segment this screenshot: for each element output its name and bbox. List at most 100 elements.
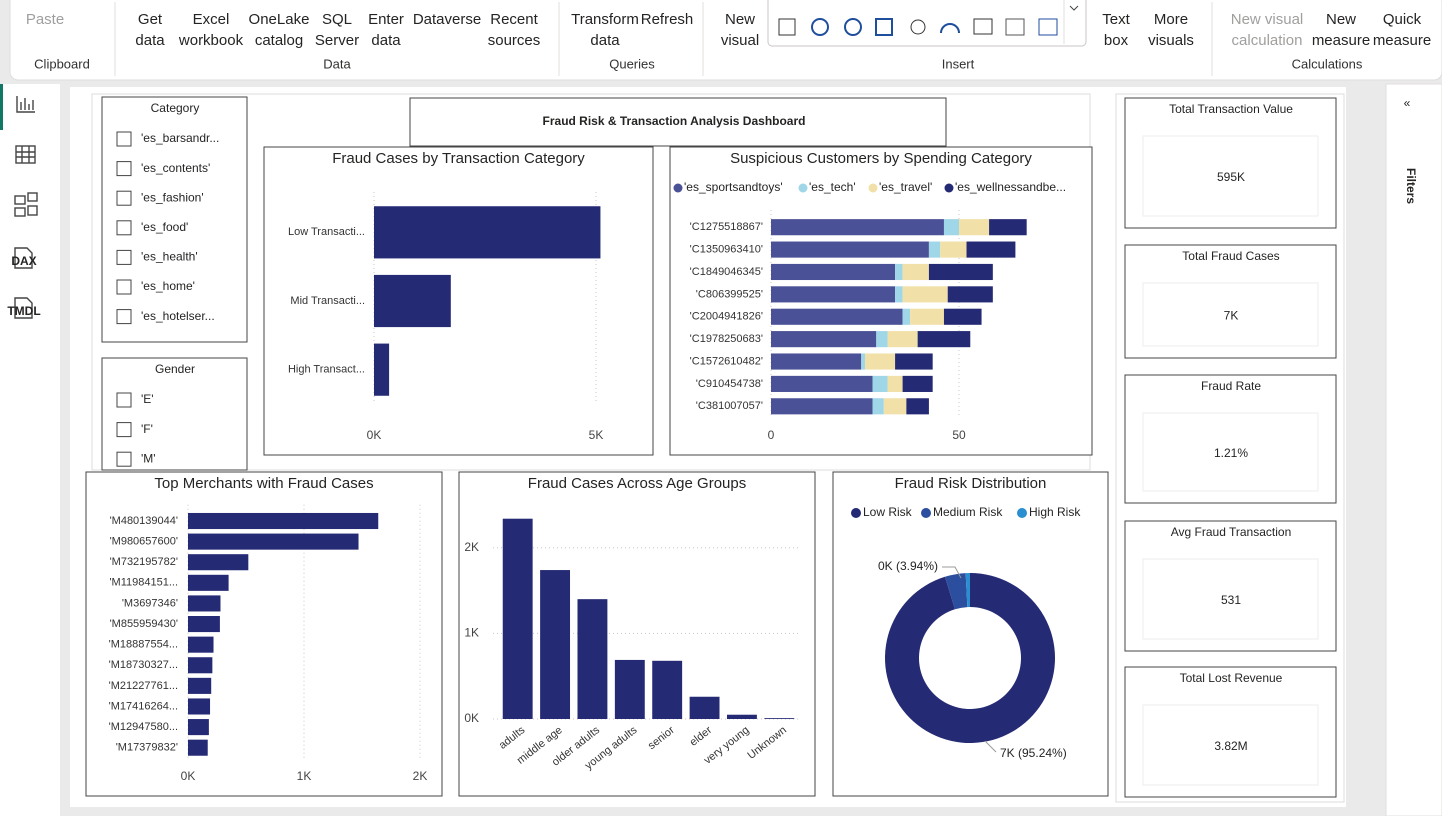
bar — [374, 274, 451, 328]
tick-label: 0K — [367, 428, 382, 442]
ribbon-button-label[interactable]: box — [1104, 32, 1129, 49]
kpi-inner — [1142, 704, 1319, 786]
ribbon-button-label[interactable]: Dataverse — [413, 11, 481, 28]
slicer-item[interactable]: 'es_barsandr... — [141, 131, 219, 145]
ribbon-button-label[interactable]: visuals — [1148, 32, 1194, 49]
slicer-item[interactable]: 'E' — [141, 392, 154, 406]
bar — [902, 308, 911, 325]
legend-marker — [868, 183, 878, 193]
bar — [917, 331, 971, 348]
slicer-item[interactable]: 'es_health' — [141, 250, 198, 264]
category-label: 'M732195782' — [110, 556, 178, 568]
ribbon-button-label[interactable]: workbook — [178, 32, 244, 49]
checkbox[interactable] — [116, 190, 132, 206]
slicer — [101, 357, 248, 471]
bar — [188, 574, 229, 591]
ribbon-button-label[interactable]: data — [371, 32, 401, 49]
category-label: 'C1572610482' — [690, 355, 763, 367]
ribbon-button-label[interactable]: New — [725, 11, 755, 28]
bar — [895, 353, 933, 370]
category-label: 'C1978250683' — [690, 333, 763, 345]
ribbon-button-label[interactable]: sources — [488, 32, 541, 49]
tick-label: 1K — [464, 626, 479, 640]
bar — [188, 739, 208, 756]
checkbox[interactable] — [116, 220, 132, 236]
category-label: 'C1350963410' — [690, 243, 763, 255]
bar — [895, 263, 903, 281]
ribbon-button-label[interactable]: Refresh — [641, 11, 694, 28]
kpi-value: 1.21% — [1214, 446, 1248, 460]
ribbon-separators — [114, 2, 1213, 76]
ribbon-button-label[interactable]: Transform — [571, 11, 639, 28]
ribbon-button-label[interactable]: Recent — [490, 11, 538, 28]
ribbon-button-label[interactable]: data — [135, 32, 165, 49]
legend-label: 'es_tech' — [809, 180, 856, 194]
slicer-item[interactable]: 'es_home' — [141, 279, 195, 293]
checkbox[interactable] — [116, 422, 132, 438]
slicer-item[interactable]: 'es_contents' — [141, 161, 210, 175]
ribbon-button-label[interactable]: Server — [315, 32, 359, 49]
bar — [771, 308, 903, 325]
active-view-indicator — [0, 84, 3, 130]
checkbox[interactable] — [116, 451, 132, 467]
slicer-item[interactable]: 'es_hotelser... — [141, 309, 215, 323]
bar — [726, 714, 757, 719]
tick-label: 2K — [464, 540, 479, 554]
category-label: 'M21227761... — [109, 680, 178, 692]
checkbox[interactable] — [116, 309, 132, 325]
slicer-item[interactable]: 'es_fashion' — [141, 190, 204, 204]
panel-frame — [1115, 93, 1345, 803]
tick-label: 5K — [589, 428, 604, 442]
ribbon-button-label[interactable]: calculation — [1232, 32, 1303, 49]
tick-label: 0K — [181, 769, 196, 783]
ribbon-button-label[interactable]: Excel — [193, 11, 230, 28]
bar — [502, 518, 533, 719]
ribbon-button-label[interactable]: Paste — [26, 11, 64, 28]
collapse-filters[interactable]: « — [1404, 96, 1411, 110]
tick-label: 1K — [297, 769, 312, 783]
bar — [764, 718, 795, 719]
bar — [577, 599, 608, 719]
slicer-item[interactable]: 'F' — [141, 422, 153, 436]
ribbon-button-label[interactable]: SQL — [322, 11, 352, 28]
bar — [188, 512, 379, 530]
ribbon-button-label[interactable]: New — [1326, 11, 1356, 28]
slicer-item[interactable]: 'es_food' — [141, 220, 188, 234]
ribbon-button-label[interactable]: measure — [1373, 32, 1431, 49]
kpi-inner — [1142, 412, 1319, 492]
ribbon-button-label[interactable]: Get — [138, 11, 163, 28]
ribbon-button-label[interactable]: visual — [721, 32, 759, 49]
legend-label: Medium Risk — [933, 505, 1003, 519]
ribbon-button-label[interactable]: More — [1154, 11, 1188, 28]
checkbox[interactable] — [116, 249, 132, 265]
bar — [940, 241, 967, 258]
ribbon-button-label[interactable]: data — [590, 32, 620, 49]
legend-label: 'es_travel' — [879, 180, 932, 194]
ribbon-button-label[interactable]: Quick — [1383, 11, 1422, 28]
bar — [771, 375, 873, 392]
checkbox[interactable] — [116, 161, 132, 177]
view-icons[interactable] — [14, 96, 38, 319]
ribbon-button-label[interactable]: catalog — [255, 32, 303, 49]
legend-marker — [673, 183, 683, 193]
bar — [614, 659, 645, 719]
checkbox[interactable] — [116, 392, 132, 408]
checkbox[interactable] — [116, 279, 132, 295]
ribbon-button-label[interactable]: OneLake — [249, 11, 310, 28]
ribbon-button-label[interactable]: New visual — [1231, 11, 1304, 28]
slicer-item[interactable]: 'M' — [141, 451, 156, 465]
chart-title: Suspicious Customers by Spending Categor… — [730, 150, 1032, 167]
ribbon-button-label[interactable]: measure — [1312, 32, 1370, 49]
kpi-inner — [1142, 135, 1319, 217]
kpi-title: Fraud Rate — [1201, 379, 1261, 393]
view-icon-label: DAX — [11, 254, 36, 268]
checkbox[interactable] — [116, 131, 132, 147]
bar — [188, 533, 359, 550]
visual-gallery[interactable] — [767, 0, 1087, 47]
bar — [861, 353, 865, 370]
category-label: 'M17379832' — [116, 742, 178, 754]
filters-pane — [1385, 83, 1442, 816]
ribbon-button-label[interactable]: Enter — [368, 11, 404, 28]
ribbon-button-label[interactable]: Text — [1102, 11, 1130, 28]
filters-label: Filters — [1404, 168, 1418, 204]
